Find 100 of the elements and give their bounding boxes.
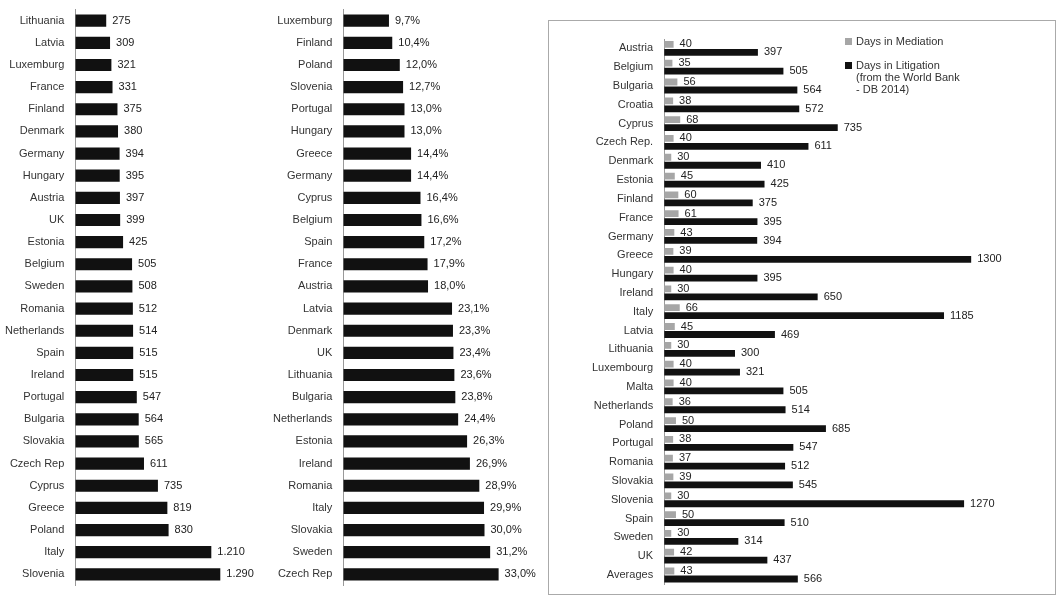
y-tick-label: Cyprus [29,478,65,491]
data-label: 300 [741,346,760,359]
bar [343,125,405,138]
y-tick-label: Finland [296,35,333,48]
y-tick-label: Austria [30,190,66,203]
data-label: 1300 [977,252,1002,265]
y-tick-label: Sweden [24,279,65,292]
data-label: 514 [139,323,158,336]
y-tick-label: Slovakia [22,434,66,447]
data-label: 39 [679,470,692,482]
data-label: 16,6% [427,213,459,226]
y-tick-label: Poland [298,58,333,70]
y-tick-label: Croatia [617,97,655,110]
bar [343,81,404,94]
y-tick-label: UK [637,549,654,562]
data-label: 68 [686,112,699,125]
y-tick-label: France [618,210,654,223]
data-label: 565 [144,434,164,447]
data-label: 545 [798,477,818,490]
y-tick-label: Spain [36,345,65,358]
bar [664,49,758,56]
data-label: 399 [126,213,145,226]
y-tick-label: Denmark [608,154,654,167]
data-label: 36 [678,394,691,407]
y-tick-label: Ireland [619,285,654,298]
y-tick-label: France [30,80,65,93]
bar [75,435,139,448]
data-label: 1185 [950,308,974,321]
bar [343,302,453,315]
bar [664,556,768,564]
data-label: 1270 [970,496,995,509]
bar [75,81,113,94]
y-tick-label: Netherlands [272,412,333,425]
y-tick-label: Malta [626,379,655,392]
y-tick-label: Bulgaria [612,79,655,92]
y-tick-label: Italy [312,500,333,513]
data-label: 505 [789,64,808,77]
y-tick-label: Romania [609,455,655,468]
bar [343,546,491,559]
data-label: 23,8% [461,390,493,403]
data-label: 566 [803,572,823,585]
y-tick-label: Bulgaria [23,412,66,425]
data-label: 40 [679,375,692,388]
bar [664,304,680,312]
data-label: 60 [684,187,697,200]
bar [75,501,168,514]
bar [664,349,735,357]
bar [343,368,455,382]
y-tick-label: Germany [607,229,654,242]
data-label: 43 [680,564,693,577]
bar [664,41,674,48]
y-tick-label: Hungary [611,267,654,280]
bar [75,103,118,116]
data-label: 39 [679,244,692,257]
data-label: 512 [138,301,158,314]
bar [664,443,794,451]
bar [75,191,120,204]
bar [75,280,133,293]
data-label: 650 [823,289,843,302]
bar [664,255,972,263]
data-label: 275 [112,13,131,26]
bar [664,191,679,199]
bar [664,462,786,470]
y-tick-label: Ireland [30,368,65,381]
y-tick-label: Germany [19,146,65,159]
data-label: 375 [123,102,142,115]
y-tick-label: Spain [625,511,654,524]
bar [343,169,412,182]
data-label: 40 [679,357,692,370]
bar [343,213,422,227]
data-label: 394 [763,233,782,246]
bar [664,331,775,338]
bar [664,398,673,406]
data-label: 30 [677,150,690,163]
bar [343,457,470,470]
y-tick-label: Denmark [287,323,333,336]
data-label: 397 [763,45,783,58]
bar [75,236,124,249]
data-label: 26,3% [473,434,505,447]
y-tick-label: Slovakia [611,473,655,486]
bar [664,368,740,376]
y-tick-label: Poland [30,523,65,536]
bar [664,199,753,207]
y-tick-label: Portugal [612,436,654,449]
bar [664,116,681,124]
data-label: 309 [116,35,135,48]
bar [343,258,428,271]
y-tick-label: Hungary [22,168,65,181]
data-label: 37 [678,451,692,464]
bar [75,346,134,359]
y-tick-label: Belgium [292,213,333,226]
y-tick-label: Austria [618,41,655,54]
y-tick-label: Latvia [623,323,655,336]
data-label: 514 [791,402,810,415]
y-tick-label: Lithuania [287,368,334,381]
bar [343,479,480,492]
y-tick-label: Sweden [613,530,654,543]
bar [75,213,121,227]
bar [75,457,144,470]
data-label: 819 [173,500,192,513]
